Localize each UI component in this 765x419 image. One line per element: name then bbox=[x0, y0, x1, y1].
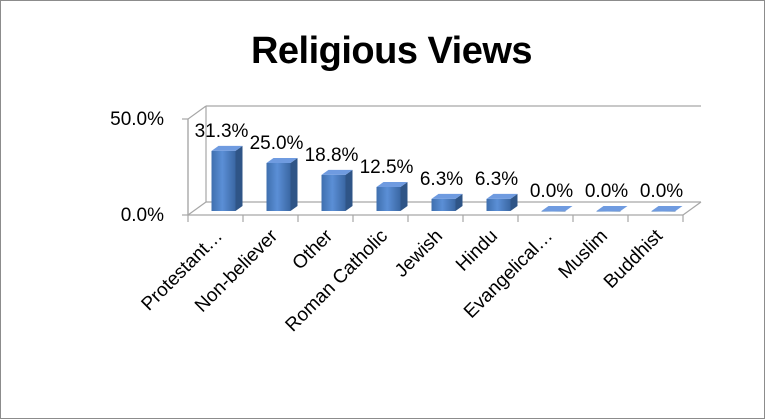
bar-side bbox=[510, 193, 518, 211]
bar-front bbox=[541, 211, 566, 212]
category-label: Jewish bbox=[391, 226, 447, 282]
data-label: 25.0% bbox=[250, 133, 304, 154]
bar-top bbox=[486, 193, 518, 199]
data-label: 0.0% bbox=[585, 181, 628, 202]
bar-top bbox=[211, 145, 243, 151]
floor-left-edge bbox=[187, 201, 207, 216]
bar-front bbox=[266, 163, 291, 211]
floor-right-edge bbox=[682, 201, 702, 216]
data-label: 12.5% bbox=[360, 157, 414, 178]
bar bbox=[431, 193, 463, 211]
bar bbox=[541, 206, 573, 212]
data-label: 18.8% bbox=[305, 145, 359, 166]
bar bbox=[376, 182, 408, 211]
bar-side bbox=[345, 169, 353, 211]
category-label: Roman Catholic bbox=[282, 226, 392, 336]
bar bbox=[651, 206, 683, 212]
bar-top bbox=[376, 182, 408, 187]
bar-side bbox=[235, 145, 243, 211]
y-tick-label: 50.0% bbox=[110, 109, 164, 130]
bar-front bbox=[651, 211, 676, 212]
bar-front bbox=[376, 187, 401, 211]
data-label: 0.0% bbox=[640, 181, 683, 202]
category-label: Buddhist bbox=[600, 225, 668, 293]
bar-front bbox=[321, 174, 346, 211]
bar-top bbox=[596, 206, 628, 211]
bar bbox=[211, 145, 243, 211]
bar-front bbox=[596, 211, 621, 212]
bar-side bbox=[455, 193, 463, 211]
bar-top bbox=[541, 206, 573, 211]
bar-top bbox=[651, 206, 683, 211]
data-label: 0.0% bbox=[530, 181, 573, 202]
bar bbox=[596, 206, 628, 212]
bar bbox=[321, 169, 353, 211]
category-label: Hindu bbox=[452, 226, 502, 276]
bar-front bbox=[486, 198, 511, 211]
category-label: Other bbox=[289, 225, 338, 274]
bar bbox=[266, 158, 298, 211]
data-label: 6.3% bbox=[475, 169, 518, 190]
bar-front bbox=[431, 198, 456, 211]
data-label: 6.3% bbox=[420, 169, 463, 190]
bar-side bbox=[400, 182, 408, 211]
bar bbox=[486, 193, 518, 211]
data-label: 31.3% bbox=[195, 121, 249, 142]
bar-front bbox=[211, 150, 236, 211]
bar-top bbox=[321, 169, 353, 175]
bar-top bbox=[266, 158, 298, 163]
chart-title: Religious Views bbox=[250, 30, 533, 72]
bar-side bbox=[290, 158, 298, 211]
bar-top bbox=[431, 193, 463, 199]
y-tick-label: 0.0% bbox=[121, 205, 164, 226]
